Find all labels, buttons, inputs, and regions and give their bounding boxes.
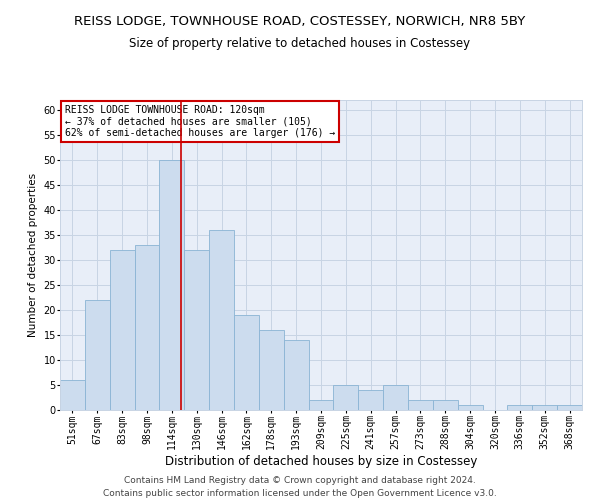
Bar (383, 385, 408, 410)
Bar (358, 390, 383, 410)
Bar (334, 385, 358, 410)
Bar (284, 340, 308, 410)
Bar (458, 405, 482, 410)
Text: Contains HM Land Registry data © Crown copyright and database right 2024.
Contai: Contains HM Land Registry data © Crown c… (103, 476, 497, 498)
Bar (110, 250, 134, 410)
Text: REISS LODGE TOWNHOUSE ROAD: 120sqm
← 37% of detached houses are smaller (105)
62: REISS LODGE TOWNHOUSE ROAD: 120sqm ← 37%… (65, 104, 335, 138)
Text: Size of property relative to detached houses in Costessey: Size of property relative to detached ho… (130, 38, 470, 51)
Bar (209, 230, 234, 410)
Bar (308, 400, 334, 410)
Bar (532, 405, 557, 410)
Bar (160, 160, 184, 410)
Bar (259, 330, 284, 410)
Bar (234, 315, 259, 410)
Bar (508, 405, 532, 410)
Bar (433, 400, 458, 410)
Bar (134, 245, 160, 410)
X-axis label: Distribution of detached houses by size in Costessey: Distribution of detached houses by size … (165, 455, 477, 468)
Bar (85, 300, 110, 410)
Bar (557, 405, 582, 410)
Bar (184, 250, 209, 410)
Bar (408, 400, 433, 410)
Y-axis label: Number of detached properties: Number of detached properties (28, 173, 38, 337)
Bar (60, 380, 85, 410)
Text: REISS LODGE, TOWNHOUSE ROAD, COSTESSEY, NORWICH, NR8 5BY: REISS LODGE, TOWNHOUSE ROAD, COSTESSEY, … (74, 15, 526, 28)
